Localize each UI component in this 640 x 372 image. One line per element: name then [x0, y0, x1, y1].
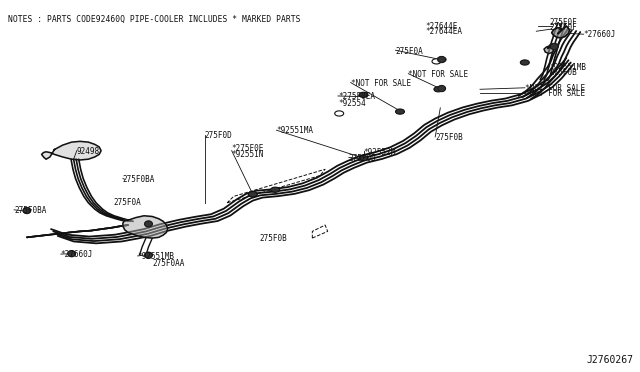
Text: *92551MB: *92551MB	[549, 63, 586, 72]
Circle shape	[248, 192, 257, 197]
Text: *275F0EA: *275F0EA	[338, 92, 375, 101]
Polygon shape	[145, 252, 152, 258]
Text: *NOT FOR SALE: *NOT FOR SALE	[408, 70, 468, 79]
Circle shape	[335, 111, 344, 116]
Text: 275F0D: 275F0D	[205, 131, 232, 140]
Polygon shape	[145, 221, 152, 227]
Text: J2760267: J2760267	[587, 355, 634, 365]
Text: 275F0B: 275F0B	[259, 234, 287, 243]
Text: 275F0A: 275F0A	[396, 47, 423, 56]
Text: 275F0F: 275F0F	[549, 18, 577, 27]
Circle shape	[549, 44, 558, 49]
Text: *27644EA: *27644EA	[426, 27, 463, 36]
Polygon shape	[544, 46, 554, 54]
Text: 275F0AA: 275F0AA	[152, 259, 185, 267]
Polygon shape	[552, 26, 570, 38]
Text: 92498: 92498	[77, 147, 100, 156]
Text: *92551N: *92551N	[232, 150, 264, 159]
Polygon shape	[23, 208, 31, 214]
Text: 275F0D: 275F0D	[349, 154, 376, 163]
Text: *NOT FOR SALE: *NOT FOR SALE	[525, 89, 585, 98]
Polygon shape	[438, 86, 445, 92]
Text: *92554: *92554	[338, 99, 365, 108]
Text: 275F0A: 275F0A	[114, 198, 141, 207]
Text: *NOT FOR SALE: *NOT FOR SALE	[525, 84, 585, 93]
Text: *92551MB: *92551MB	[138, 252, 175, 261]
Polygon shape	[550, 44, 558, 49]
Text: *27660J: *27660J	[61, 250, 93, 259]
Circle shape	[359, 92, 368, 97]
Text: *275F0E: *275F0E	[232, 144, 264, 153]
Circle shape	[520, 60, 529, 65]
Polygon shape	[438, 57, 445, 62]
Circle shape	[437, 57, 446, 62]
Text: 275F0BA: 275F0BA	[123, 175, 156, 184]
Text: 275F0F: 275F0F	[549, 23, 577, 32]
Text: 275F0BA: 275F0BA	[14, 206, 47, 215]
Text: *92551MA: *92551MA	[276, 126, 314, 135]
Circle shape	[432, 59, 441, 64]
Text: *27660J: *27660J	[584, 31, 616, 39]
Polygon shape	[123, 216, 168, 238]
Polygon shape	[42, 141, 101, 160]
Circle shape	[271, 187, 280, 192]
Text: 275F0B: 275F0B	[435, 133, 463, 142]
Text: 275F0B: 275F0B	[549, 68, 577, 77]
Circle shape	[359, 155, 368, 161]
Polygon shape	[68, 251, 76, 257]
Text: *27644E: *27644E	[426, 22, 458, 31]
Text: *92552M: *92552M	[364, 148, 396, 157]
Circle shape	[396, 109, 404, 114]
Text: NOTES : PARTS CODE92460Q PIPE-COOLER INCLUDES * MARKED PARTS: NOTES : PARTS CODE92460Q PIPE-COOLER INC…	[8, 15, 300, 24]
Text: *NOT FOR SALE: *NOT FOR SALE	[351, 79, 411, 88]
Circle shape	[434, 87, 443, 92]
